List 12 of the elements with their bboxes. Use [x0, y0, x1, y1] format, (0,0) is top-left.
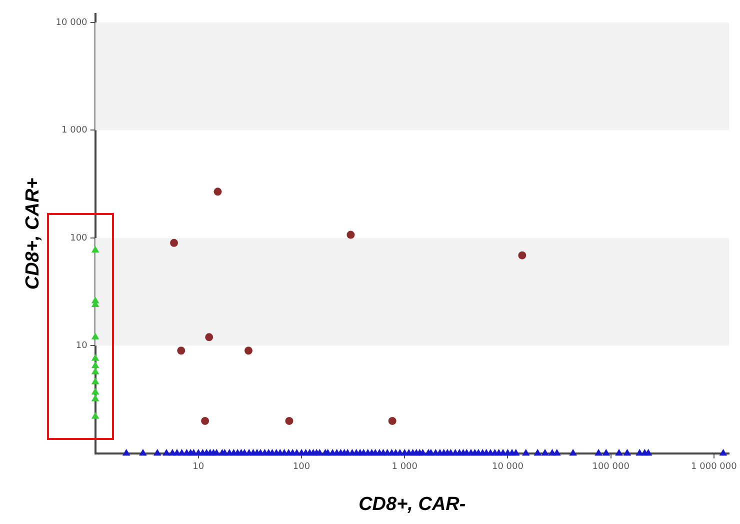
x-tick-label: 1 000 000: [691, 462, 738, 472]
x-tick-label: 10: [192, 462, 204, 472]
y-tick-label: 10: [76, 341, 88, 352]
y-axis-title: CD8+, CAR+: [22, 178, 44, 290]
y-tick-label: 100: [70, 233, 88, 244]
y-tick-label: 1 000: [62, 126, 88, 136]
y-tick-label: 10 000: [56, 18, 88, 28]
x-tick-label: 1 000: [392, 462, 418, 472]
x-tick-label: 10 000: [492, 462, 524, 472]
x-tick-label: 100: [292, 462, 310, 472]
x-axis-title: CD8+, CAR-: [358, 494, 466, 515]
x-tick-label: 100 000: [592, 462, 630, 472]
